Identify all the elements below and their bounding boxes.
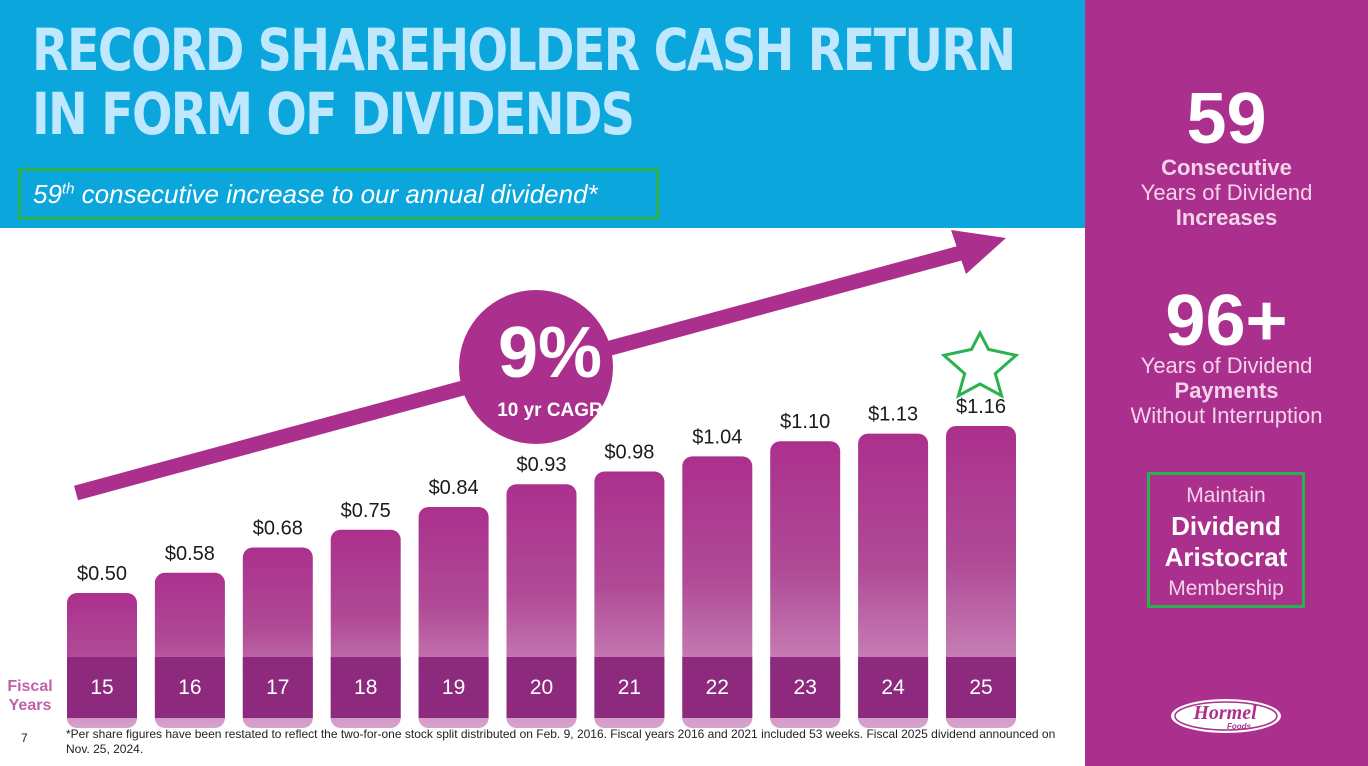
stat-consecutive-increases: 59 Consecutive Years of Dividend Increas… [1085,83,1368,230]
subtitle-highlight-box: 59th consecutive increase to our annual … [18,168,659,220]
x-tick-label: 24 [881,676,905,699]
cagr-badge: 9% 10 yr CAGR [459,290,613,444]
bar-value-label: $0.84 [429,477,479,499]
subtitle-number: 59 [33,178,62,209]
stat1-number: 59 [1186,79,1267,159]
bar-value-label: $0.98 [604,442,654,464]
aristocrat-line3: Aristocrat [1164,542,1288,572]
bar-base-band [506,657,577,718]
bar-value-label: $1.13 [868,404,918,426]
aristocrat-line2: Dividend [1171,511,1281,541]
aristocrat-highlight-box: Maintain Dividend Aristocrat Membership [1147,472,1305,608]
cagr-circle [459,290,613,444]
logo-inner-ring [1174,701,1278,731]
bar-base-band [154,657,225,718]
footnote: *Per share figures have been restated to… [66,727,1056,756]
bar-value-label: $1.10 [780,411,830,433]
sidebar-stats [1085,0,1368,766]
x-tick-label: 17 [266,676,289,699]
bar-base-band [418,657,489,718]
subtitle: 59th consecutive increase to our annual … [33,179,598,210]
x-axis-label-line2: Years [9,697,52,714]
x-tick-label: 23 [794,676,817,699]
x-tick-label: 19 [442,676,465,699]
stat-payments: 96+ Years of Dividend Payments Without I… [1085,285,1368,428]
x-tick-label: 20 [530,676,553,699]
stat2-number: 96+ [1165,281,1288,361]
x-tick-label: 16 [178,676,201,699]
star-icon [940,329,1020,399]
stat1-line1: Consecutive [1161,155,1292,180]
bar-base-band [858,657,929,718]
title-line-1: RECORD SHAREHOLDER CASH RETURN [32,16,1016,84]
subtitle-ordinal: th [61,179,75,197]
stat2-line2: Payments [1174,378,1279,403]
bar-value-label: $1.16 [956,396,1006,418]
bar-base-band [946,657,1016,718]
trend-arrow-head [951,230,1006,274]
bar-base-band [242,657,313,718]
logo-subtext: Foods [1227,722,1252,731]
bar-base-band [770,657,841,718]
bar-fy25 [946,426,1016,728]
bar-fy24 [858,433,929,728]
dividend-chart: $0.50 15 $0.58 16 $0.68 17 $0.75 18 $0.84 19 $0.93… [7,230,1020,728]
page-number: 7 [21,731,28,745]
title-line-2: IN FORM OF DIVIDENDS [32,80,635,148]
bar-base-band [330,657,401,718]
stat2-line3: Without Interruption [1130,403,1323,428]
x-tick-label: 25 [969,676,992,699]
bar-value-label: $0.58 [165,543,215,565]
cagr-label: 10 yr CAGR [497,400,603,421]
logo-text: Hormel [1192,702,1257,724]
bar-value-label: $0.68 [253,517,303,539]
bar-fy23 [770,441,841,728]
bar-value-label: $0.75 [341,500,391,522]
aristocrat-line1: Maintain [1186,484,1266,507]
bar-base-band [67,657,137,718]
logo-oval [1171,699,1281,733]
x-axis-label-line1: Fiscal [7,678,52,695]
stat2-line1: Years of Dividend [1140,353,1313,378]
bar-value-label: $1.04 [692,426,742,448]
x-tick-label: 15 [90,676,113,699]
x-tick-label: 21 [618,676,641,699]
bar-base-band [682,657,753,718]
bar-value-label: $0.50 [77,563,127,585]
stat1-line2: Years of Dividend [1140,180,1313,205]
cagr-value: 9% [498,313,602,393]
page-title: RECORD SHAREHOLDER CASH RETURN IN FORM O… [32,16,1016,148]
x-tick-label: 22 [706,676,729,699]
x-tick-label: 18 [354,676,377,699]
aristocrat-line4: Membership [1168,577,1284,600]
hormel-logo: Hormel Foods [1171,699,1281,733]
stat1-line3: Increases [1175,205,1278,230]
header-banner [0,0,1085,228]
bar-base-band [594,657,665,718]
subtitle-text: consecutive increase to our annual divid… [74,178,598,209]
bar-value-label: $0.93 [516,454,566,476]
